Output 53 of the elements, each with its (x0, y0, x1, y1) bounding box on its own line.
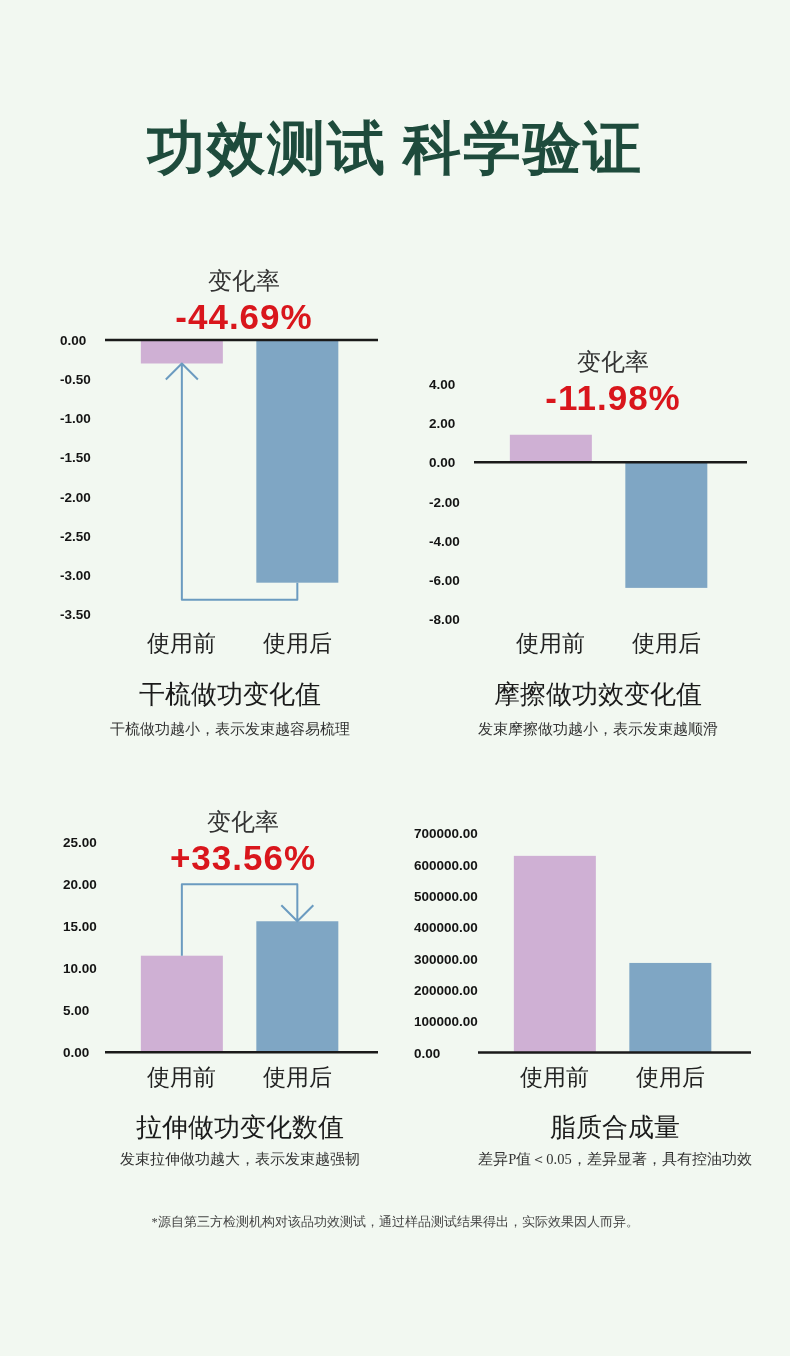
x-tick-label: 使用后 (262, 630, 332, 656)
y-tick-label: 20.00 (63, 876, 97, 892)
x-tick-label: 使用后 (635, 1064, 705, 1090)
y-tick-label: 0.00 (414, 1045, 441, 1060)
y-tick-label: -2.00 (60, 489, 91, 505)
y-tick-label: -4.00 (429, 533, 460, 549)
y-tick-label: -3.00 (60, 567, 91, 583)
text: 发束摩擦做功越小，表示发束越顺滑 (478, 721, 718, 737)
text: *源自第三方检测机构对该品功效测试，通过样品测试结果得出，实际效果因人而异。 (151, 1214, 639, 1229)
annotation: -11.98% (545, 377, 681, 417)
x-tick-label: 使用前 (147, 1064, 217, 1090)
text: 拉伸做功变化数值 (136, 1112, 344, 1142)
text: 脂质合成量 (550, 1112, 680, 1142)
y-tick-label: -2.50 (60, 528, 91, 544)
x-tick-label: 使用后 (631, 630, 701, 656)
text: 差异P值＜0.05，差异显著，具有控油功效 (478, 1151, 752, 1167)
x-tick-label: 使用前 (520, 1064, 590, 1090)
y-tick-label: 400000.00 (414, 919, 478, 935)
y-tick-label: 10.00 (63, 960, 97, 976)
text: 摩擦做功效变化值 (494, 679, 702, 709)
y-tick-label: -0.50 (60, 371, 91, 387)
y-tick-label: 0.00 (63, 1044, 90, 1060)
x-tick-label: 使用前 (147, 630, 217, 656)
y-tick-label: 15.00 (63, 918, 97, 934)
y-tick-label: 25.00 (63, 834, 97, 850)
x-tick-label: 使用前 (516, 630, 586, 656)
y-tick-label: 0.00 (60, 332, 87, 348)
y-tick-label: 700000.00 (414, 825, 478, 841)
text: -44.69% (175, 296, 313, 336)
text: 功效测试 科学验证 (145, 115, 644, 181)
y-tick-label: 5.00 (63, 1002, 90, 1018)
y-tick-label: -3.50 (60, 606, 91, 622)
y-tick-label: -8.00 (429, 611, 460, 627)
x-tick-label: 使用后 (262, 1064, 332, 1090)
text: 干梳做功变化值 (139, 679, 321, 709)
y-tick-label: -6.00 (429, 572, 460, 588)
y-tick-label: 600000.00 (414, 857, 478, 873)
y-tick-label: -1.50 (60, 449, 91, 465)
text: 变化率 (207, 809, 279, 835)
y-tick-label: 2.00 (429, 415, 456, 431)
y-tick-label: 500000.00 (414, 888, 478, 904)
y-tick-label: 300000.00 (414, 951, 478, 967)
y-tick-label: 100000.00 (414, 1013, 478, 1029)
annotation: +33.56% (169, 837, 317, 877)
y-tick-label: 0.00 (429, 454, 456, 470)
text: 变化率 (577, 349, 649, 375)
y-tick-label: -2.00 (429, 494, 460, 509)
text: 发束拉伸做功越大，表示发束越强韧 (120, 1151, 360, 1167)
text: 变化率 (208, 268, 280, 294)
y-tick-label: 200000.00 (414, 982, 478, 998)
text: 干梳做功越小，表示发束越容易梳理 (110, 721, 350, 737)
y-tick-label: 4.00 (429, 376, 456, 392)
y-tick-label: -1.00 (60, 410, 91, 426)
